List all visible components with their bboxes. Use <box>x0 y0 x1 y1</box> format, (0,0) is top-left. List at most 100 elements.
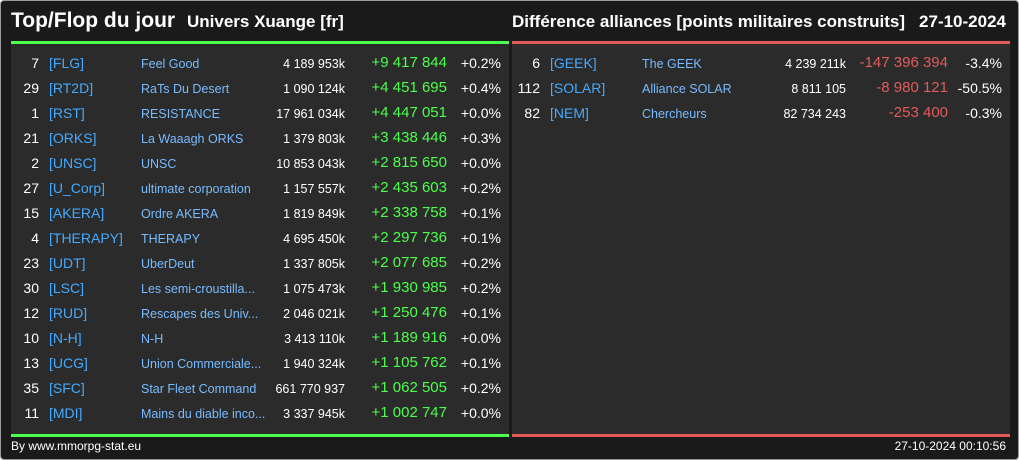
points-cell: 17 961 034k <box>276 107 345 121</box>
table-row: 7 [FLG] Feel Good 4 189 953k +9 417 844 +0.2% <box>11 51 509 76</box>
alliance-tag-link[interactable]: [AKERA] <box>49 205 105 221</box>
alliance-name-link[interactable]: Les semi-croustilla... <box>141 282 255 296</box>
points-cell: 1 940 324k <box>283 357 345 371</box>
alliance-name-link[interactable]: Union Commerciale... <box>141 357 262 371</box>
diff-cell: +1 250 476 <box>371 304 448 321</box>
diff-cell: +1 062 505 <box>371 379 448 396</box>
rank-cell: 11 <box>24 405 39 421</box>
table-row: 6 [GEEK] The GEEK 4 239 211k -147 396 394 -3.… <box>512 51 1010 76</box>
percent-cell: +0.2% <box>460 280 501 296</box>
rank-cell: 1 <box>31 105 39 121</box>
points-cell: 2 046 021k <box>283 307 345 321</box>
diff-cell: +1 930 985 <box>371 279 448 296</box>
percent-cell: +0.2% <box>460 180 501 196</box>
alliance-name-link[interactable]: N-H <box>141 332 164 346</box>
alliance-name-link[interactable]: Rescapes des Univ... <box>141 307 259 321</box>
rank-cell: 23 <box>23 255 39 271</box>
percent-cell: +0.0% <box>460 330 501 346</box>
alliance-name-link[interactable]: UberDeut <box>141 257 195 271</box>
rank-cell: 30 <box>23 280 39 296</box>
diff-cell: -253 400 <box>888 104 948 121</box>
points-cell: 4 189 953k <box>283 57 345 71</box>
footer-source: By www.mmorpg-stat.eu <box>11 439 142 453</box>
points-cell: 1 337 805k <box>283 257 345 271</box>
table-row: 1 [RST] RESISTANCE 17 961 034k +4 447 051 +0.… <box>11 101 509 126</box>
percent-cell: +0.3% <box>460 130 501 146</box>
diff-cell: +2 338 758 <box>371 204 448 221</box>
alliance-tag-link[interactable]: [LSC] <box>49 280 85 296</box>
alliance-name-link[interactable]: Chercheurs <box>642 107 707 121</box>
table-row: 23 [UDT] UberDeut 1 337 805k +2 077 685 +0.2% <box>11 251 509 276</box>
subtitle: Différence alliances [points militaires … <box>512 12 906 31</box>
alliance-tag-link[interactable]: [RST] <box>49 105 85 121</box>
alliance-tag-link[interactable]: [RUD] <box>49 305 88 321</box>
rank-cell: 7 <box>31 55 39 71</box>
percent-cell: -3.4% <box>965 55 1002 71</box>
table-row: 112 [SOLAR] Alliance SOLAR 8 811 105 -8 980 … <box>512 76 1010 101</box>
points-cell: 1 075 473k <box>283 282 345 296</box>
alliance-name-link[interactable]: ultimate corporation <box>141 182 251 196</box>
alliance-name-link[interactable]: Ordre AKERA <box>141 207 219 221</box>
alliance-name-link[interactable]: Feel Good <box>141 57 200 71</box>
points-cell: 10 853 043k <box>276 157 345 171</box>
table-row: 27 [U_Corp] ultimate corporation 1 157 557k… <box>11 176 509 201</box>
diff-cell: +4 451 695 <box>371 79 448 96</box>
alliance-tag-link[interactable]: [UDT] <box>49 255 86 271</box>
percent-cell: +0.1% <box>460 205 501 221</box>
alliance-tag-link[interactable]: [THERAPY] <box>49 230 123 246</box>
alliance-name-link[interactable]: THERAPY <box>141 232 201 246</box>
percent-cell: -0.3% <box>965 105 1002 121</box>
flop-panel: 6 [GEEK] The GEEK 4 239 211k -147 396 394 -3.… <box>512 41 1010 437</box>
percent-cell: +0.1% <box>460 305 501 321</box>
alliance-tag-link[interactable]: [GEEK] <box>550 55 597 71</box>
rank-cell: 12 <box>23 305 39 321</box>
percent-cell: +0.1% <box>460 230 501 246</box>
diff-cell: +1 105 762 <box>371 354 448 371</box>
table-row: 35 [SFC] Star Fleet Command 661 770 937 +1 0… <box>11 376 509 401</box>
table-row: 13 [UCG] Union Commerciale... 1 940 324k +1 … <box>11 351 509 376</box>
percent-cell: +0.2% <box>460 380 501 396</box>
points-cell: 1 379 803k <box>283 132 345 146</box>
alliance-tag-link[interactable]: [SOLAR] <box>550 80 606 96</box>
table-row: 12 [RUD] Rescapes des Univ... 2 046 021k +1 … <box>11 301 509 326</box>
alliance-name-link[interactable]: La Waaagh ORKS <box>141 132 244 146</box>
diff-cell: +1 002 747 <box>371 404 448 421</box>
points-cell: 3 413 110k <box>284 332 345 346</box>
rank-cell: 35 <box>23 380 39 396</box>
table-row: 2 [UNSC] UNSC 10 853 043k +2 815 650 +0.0% <box>11 151 509 176</box>
points-cell: 3 337 945k <box>283 407 345 421</box>
alliance-name-link[interactable]: Alliance SOLAR <box>642 82 732 96</box>
points-cell: 1 157 557k <box>283 182 345 196</box>
alliance-tag-link[interactable]: [FLG] <box>49 55 85 71</box>
diff-cell: +1 189 916 <box>371 329 448 346</box>
alliance-tag-link[interactable]: [RT2D] <box>49 80 94 96</box>
table-row: 82 [NEM] Chercheurs 82 734 243 -253 400 -0.3% <box>512 101 1010 126</box>
footer-timestamp: 27-10-2024 00:10:56 <box>894 439 1006 453</box>
alliance-name-link[interactable]: Mains du diable inco... <box>141 407 266 421</box>
rank-cell: 21 <box>23 130 39 146</box>
alliance-name-link[interactable]: RaTs Du Desert <box>141 82 230 96</box>
rank-cell: 15 <box>23 205 39 221</box>
diff-cell: +2 815 650 <box>371 154 448 171</box>
alliance-name-link[interactable]: Star Fleet Command <box>141 382 257 396</box>
diff-cell: -147 396 394 <box>859 54 948 71</box>
alliance-tag-link[interactable]: [N-H] <box>49 330 82 346</box>
server-name: Univers Xuange [fr] <box>187 12 344 31</box>
rank-cell: 27 <box>23 180 39 196</box>
alliance-tag-link[interactable]: [SFC] <box>49 380 85 396</box>
alliance-tag-link[interactable]: [NEM] <box>550 105 589 121</box>
alliance-tag-link[interactable]: [ORKS] <box>49 130 97 146</box>
percent-cell: +0.1% <box>460 355 501 371</box>
alliance-name-link[interactable]: UNSC <box>141 157 177 171</box>
alliance-name-link[interactable]: The GEEK <box>642 57 702 71</box>
diff-cell: +9 417 844 <box>371 54 448 71</box>
header-date: 27-10-2024 <box>919 12 1006 31</box>
alliance-tag-link[interactable]: [MDI] <box>49 405 83 421</box>
alliance-tag-link[interactable]: [UNSC] <box>49 155 97 171</box>
alliance-tag-link[interactable]: [U_Corp] <box>49 180 106 196</box>
alliance-tag-link[interactable]: [UCG] <box>49 355 88 371</box>
rank-cell: 112 <box>517 80 540 96</box>
alliance-name-link[interactable]: RESISTANCE <box>141 107 220 121</box>
diff-cell: +2 297 736 <box>371 229 448 246</box>
diff-cell: +2 435 603 <box>371 179 448 196</box>
